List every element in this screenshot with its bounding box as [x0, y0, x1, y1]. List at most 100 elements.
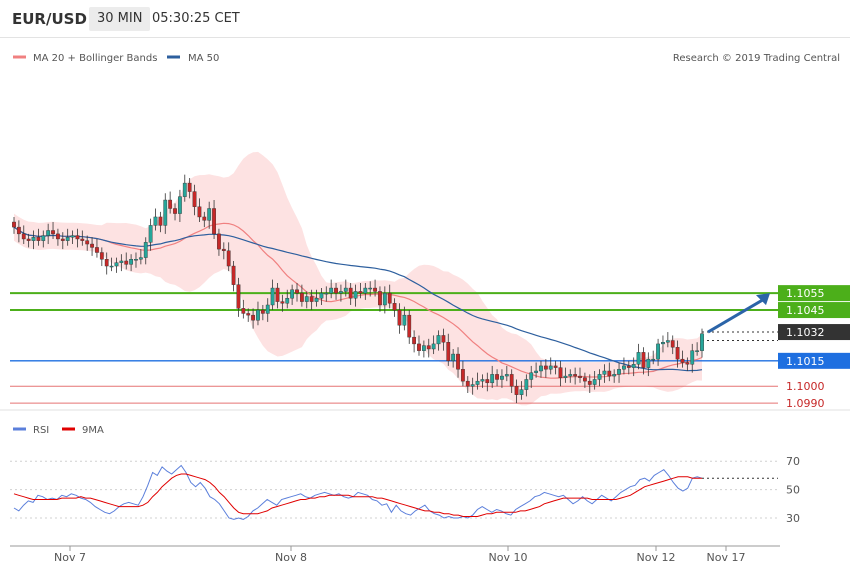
candle-body [198, 207, 201, 217]
candle-body [652, 359, 655, 360]
candle-body [505, 374, 508, 376]
candle-body [222, 249, 225, 251]
candle-body [276, 288, 279, 302]
candle-body [76, 236, 79, 239]
candle-body [12, 222, 15, 227]
candle-body [695, 351, 698, 352]
level-label: 1.1000 [786, 380, 825, 393]
symbol-label: EUR/USD [12, 10, 87, 28]
candle-body [85, 241, 88, 244]
candle-body [95, 247, 98, 252]
candle-body [154, 217, 157, 225]
ma20-legend-label: MA 20 + Bollinger Bands [33, 53, 157, 64]
candle-body [642, 352, 645, 367]
forecast-arrow [708, 293, 770, 332]
candle-body [247, 313, 250, 315]
candle-body [671, 341, 674, 348]
candle-body [237, 285, 240, 309]
candle-body [90, 244, 93, 247]
candle-body [627, 366, 630, 368]
candle-body [700, 334, 703, 351]
candle-body [344, 288, 347, 291]
candle-body [42, 236, 45, 241]
candle-body [310, 297, 313, 302]
candle-body [471, 385, 474, 387]
candle-body [515, 386, 518, 394]
candle-body [125, 261, 128, 264]
candle-body [451, 354, 454, 361]
candle-body [320, 293, 323, 298]
candle-body [481, 379, 484, 381]
price-chart: MA 20 + Bollinger Bands MA 50 Research ©… [0, 38, 850, 576]
rsi-legend-label: RSI [33, 425, 49, 436]
ma9-legend-label: 9MA [82, 425, 104, 436]
candle-body [598, 374, 601, 379]
candle-body [608, 371, 611, 376]
candle-body [647, 359, 650, 367]
rsi-tick-label: 30 [786, 512, 800, 525]
candle-body [632, 364, 635, 367]
candle-body [393, 303, 396, 310]
candle-body [217, 234, 220, 249]
candle-body [300, 293, 303, 301]
candle-body [354, 291, 357, 298]
candle-body [17, 227, 20, 234]
rsi-ma9-line [14, 474, 702, 517]
candle-body [134, 259, 137, 260]
candle-body [81, 239, 84, 241]
candle-body [461, 369, 464, 381]
candle-body [251, 315, 254, 320]
forecast-arrow-shaft [708, 299, 764, 332]
candle-body [549, 366, 552, 369]
candle-body [290, 290, 293, 298]
candle-body [578, 376, 581, 378]
candle-body [242, 308, 245, 313]
candle-body [173, 208, 176, 213]
rsi-tick-label: 50 [786, 484, 800, 497]
candle-body [51, 230, 54, 233]
candle-body [271, 288, 274, 305]
level-label: 1.0990 [786, 397, 825, 410]
candle-body [588, 381, 591, 384]
candle-body [427, 346, 430, 349]
candle-body [61, 239, 64, 241]
candle-body [466, 381, 469, 386]
candle-body [325, 293, 328, 294]
candle-body [432, 344, 435, 349]
candle-body [681, 359, 684, 362]
rsi-panel: 30 50 70 [10, 455, 800, 525]
candle-body [120, 261, 123, 263]
candle-body [115, 263, 118, 266]
candle-body [456, 354, 459, 369]
candle-body [559, 368, 562, 378]
candle-body [27, 239, 30, 241]
timeframe-selector[interactable]: 30 MIN [89, 7, 150, 31]
candle-body [207, 208, 210, 220]
candle-body [569, 374, 572, 376]
candle-body [422, 346, 425, 351]
candle-body [329, 288, 332, 293]
candle-body [193, 192, 196, 207]
candle-body [66, 237, 69, 240]
candle-body [100, 253, 103, 260]
clock-time: 05:30:25 CET [152, 11, 240, 26]
candle-body [281, 302, 284, 304]
candle-body [110, 266, 113, 267]
candle-body [564, 376, 567, 378]
candle-body [369, 288, 372, 289]
candle-body [676, 347, 679, 359]
candle-body [168, 200, 171, 208]
candle-body [315, 298, 318, 301]
candle-body [139, 258, 142, 260]
candle-body [339, 291, 342, 293]
candle-body [656, 344, 659, 359]
candle-body [637, 352, 640, 364]
candle-body [71, 236, 74, 238]
candle-body [178, 197, 181, 214]
candle-body [437, 335, 440, 343]
candle-body [256, 310, 259, 320]
candle-body [334, 288, 337, 293]
candle-body [203, 217, 206, 220]
chart-header: EUR/USD 30 MIN 05:30:25 CET [0, 0, 850, 38]
candle-body [266, 305, 269, 313]
